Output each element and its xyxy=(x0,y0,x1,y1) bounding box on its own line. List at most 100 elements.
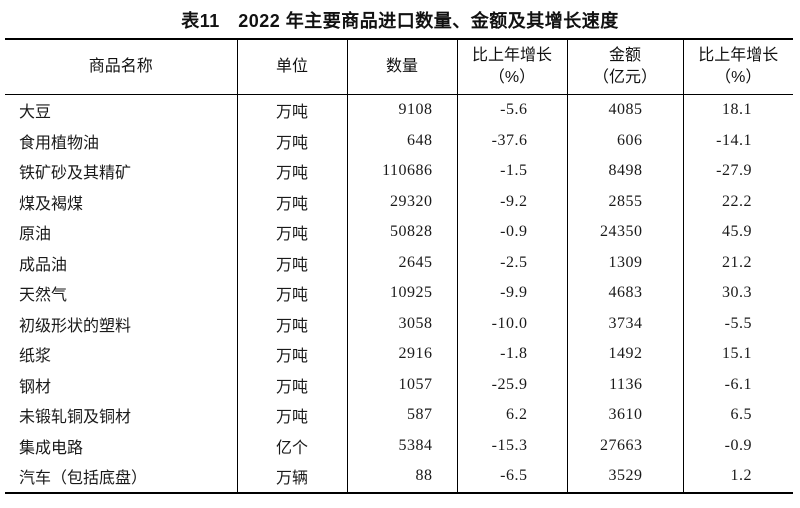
unit-cell: 万吨 xyxy=(236,339,347,370)
commodity-name-cell: 未锻轧铜及铜材 xyxy=(19,409,132,427)
quantity-growth-cell: -6.5 xyxy=(456,461,567,493)
value-cell: 4683 xyxy=(566,278,683,309)
value-growth-cell: 45.9 xyxy=(682,217,793,248)
header-quantity-growth: 比上年增长 （%） xyxy=(456,39,567,95)
quantity-growth-cell: -15.3 xyxy=(456,430,567,461)
value-growth-cell: -14.1 xyxy=(682,125,793,156)
value-growth-cell: 21.2 xyxy=(682,247,793,278)
table-row: 食用植物油 万吨 648 -37.6 606 -14.1 xyxy=(5,125,793,156)
commodity-name-cell: 汽车（包括底盘） xyxy=(19,470,148,488)
table-row: 钢材 万吨 1057 -25.9 1136 -6.1 xyxy=(5,369,793,400)
header-value-growth-line2: （%） xyxy=(715,69,762,86)
commodity-name-cell: 煤及褐煤 xyxy=(19,195,84,213)
quantity-growth-cell: -1.8 xyxy=(456,339,567,370)
value-cell: 1309 xyxy=(566,247,683,278)
value-cell: 27663 xyxy=(566,430,683,461)
quantity-cell: 50828 xyxy=(346,217,457,248)
quantity-cell: 587 xyxy=(346,400,457,431)
commodity-name-cell: 原油 xyxy=(19,226,52,244)
commodity-name-cell: 食用植物油 xyxy=(19,134,100,152)
value-growth-cell: 22.2 xyxy=(682,186,793,217)
unit-cell: 万吨 xyxy=(236,125,347,156)
unit-cell: 万吨 xyxy=(236,186,347,217)
header-value-line1: 金额 xyxy=(608,47,641,65)
commodity-name-cell: 成品油 xyxy=(19,256,68,274)
header-quantity-label: 数量 xyxy=(385,58,418,76)
unit-cell: 万吨 xyxy=(236,369,347,400)
value-growth-cell: 6.5 xyxy=(682,400,793,431)
quantity-cell: 2645 xyxy=(346,247,457,278)
quantity-growth-cell: -5.6 xyxy=(456,94,567,126)
commodity-name-cell: 集成电路 xyxy=(19,439,84,457)
table-row: 大豆 万吨 9108 -5.6 4085 18.1 xyxy=(5,94,793,126)
quantity-cell: 9108 xyxy=(346,94,457,126)
commodity-name-cell: 天然气 xyxy=(19,287,68,305)
value-growth-cell: -5.5 xyxy=(682,308,793,339)
value-growth-cell: 30.3 xyxy=(682,278,793,309)
table-row: 铁矿砂及其精矿 万吨 110686 -1.5 8498 -27.9 xyxy=(5,156,793,187)
table-title: 表11 2022 年主要商品进口数量、金额及其增长速度 xyxy=(181,11,619,31)
value-cell: 3610 xyxy=(566,400,683,431)
quantity-growth-cell: -9.2 xyxy=(456,186,567,217)
table-row: 集成电路 亿个 5384 -15.3 27663 -0.9 xyxy=(5,430,793,461)
table-row: 原油 万吨 50828 -0.9 24350 45.9 xyxy=(5,217,793,248)
unit-cell: 万吨 xyxy=(236,278,347,309)
quantity-cell: 648 xyxy=(346,125,457,156)
header-row: 商品名称 单位 数量 比上年增长 （%） 金额 （亿元） 比上年增长 xyxy=(5,39,793,95)
unit-cell: 万吨 xyxy=(236,156,347,187)
value-cell: 1136 xyxy=(566,369,683,400)
quantity-growth-cell: -9.9 xyxy=(456,278,567,309)
header-value-growth: 比上年增长 （%） xyxy=(682,39,793,95)
header-commodity-name: 商品名称 xyxy=(5,39,237,95)
value-growth-cell: 15.1 xyxy=(682,339,793,370)
value-growth-cell: -27.9 xyxy=(682,156,793,187)
table-row: 成品油 万吨 2645 -2.5 1309 21.2 xyxy=(5,247,793,278)
unit-cell: 万吨 xyxy=(236,308,347,339)
header-unit-label: 单位 xyxy=(275,58,308,76)
unit-cell: 万吨 xyxy=(236,217,347,248)
value-growth-cell: -0.9 xyxy=(682,430,793,461)
quantity-cell: 5384 xyxy=(346,430,457,461)
quantity-cell: 10925 xyxy=(346,278,457,309)
commodity-name-cell: 初级形状的塑料 xyxy=(19,317,132,335)
header-value-line2: （亿元） xyxy=(592,69,657,86)
header-unit: 单位 xyxy=(236,39,347,95)
quantity-growth-cell: -2.5 xyxy=(456,247,567,278)
commodity-name-cell: 铁矿砂及其精矿 xyxy=(19,165,132,183)
header-quantity-growth-line2: （%） xyxy=(488,69,536,86)
imports-table: 商品名称 单位 数量 比上年增长 （%） 金额 （亿元） 比上年增长 xyxy=(5,38,793,494)
quantity-cell: 88 xyxy=(346,461,457,493)
table-body: 大豆 万吨 9108 -5.6 4085 18.1 食用植物油 万吨 648 -37.6 606 -1… xyxy=(5,94,793,493)
quantity-growth-cell: -25.9 xyxy=(456,369,567,400)
table-row: 未锻轧铜及铜材 万吨 587 6.2 3610 6.5 xyxy=(5,400,793,431)
value-cell: 3529 xyxy=(566,461,683,493)
table-header: 商品名称 单位 数量 比上年增长 （%） 金额 （亿元） 比上年增长 xyxy=(5,39,793,95)
value-growth-cell: -6.1 xyxy=(682,369,793,400)
commodity-name-cell: 大豆 xyxy=(19,104,52,122)
quantity-growth-cell: -10.0 xyxy=(456,308,567,339)
value-cell: 8498 xyxy=(566,156,683,187)
value-cell: 4085 xyxy=(566,94,683,126)
value-cell: 606 xyxy=(566,125,683,156)
unit-cell: 万吨 xyxy=(236,400,347,431)
header-commodity-name-label: 商品名称 xyxy=(88,58,153,76)
unit-cell: 亿个 xyxy=(236,430,347,461)
header-quantity: 数量 xyxy=(346,39,457,95)
table-row: 煤及褐煤 万吨 29320 -9.2 2855 22.2 xyxy=(5,186,793,217)
header-quantity-growth-line1: 比上年增长 xyxy=(471,47,552,65)
header-value-growth-line1: 比上年增长 xyxy=(698,47,779,65)
table-row: 初级形状的塑料 万吨 3058 -10.0 3734 -5.5 xyxy=(5,308,793,339)
quantity-cell: 110686 xyxy=(346,156,457,187)
commodity-name-cell: 纸浆 xyxy=(19,348,52,366)
quantity-growth-cell: -1.5 xyxy=(456,156,567,187)
value-cell: 24350 xyxy=(566,217,683,248)
table-row: 天然气 万吨 10925 -9.9 4683 30.3 xyxy=(5,278,793,309)
value-cell: 1492 xyxy=(566,339,683,370)
quantity-growth-cell: -37.6 xyxy=(456,125,567,156)
quantity-cell: 29320 xyxy=(346,186,457,217)
value-growth-cell: 18.1 xyxy=(682,94,793,126)
table-row: 纸浆 万吨 2916 -1.8 1492 15.1 xyxy=(5,339,793,370)
quantity-cell: 3058 xyxy=(346,308,457,339)
quantity-growth-cell: -0.9 xyxy=(456,217,567,248)
